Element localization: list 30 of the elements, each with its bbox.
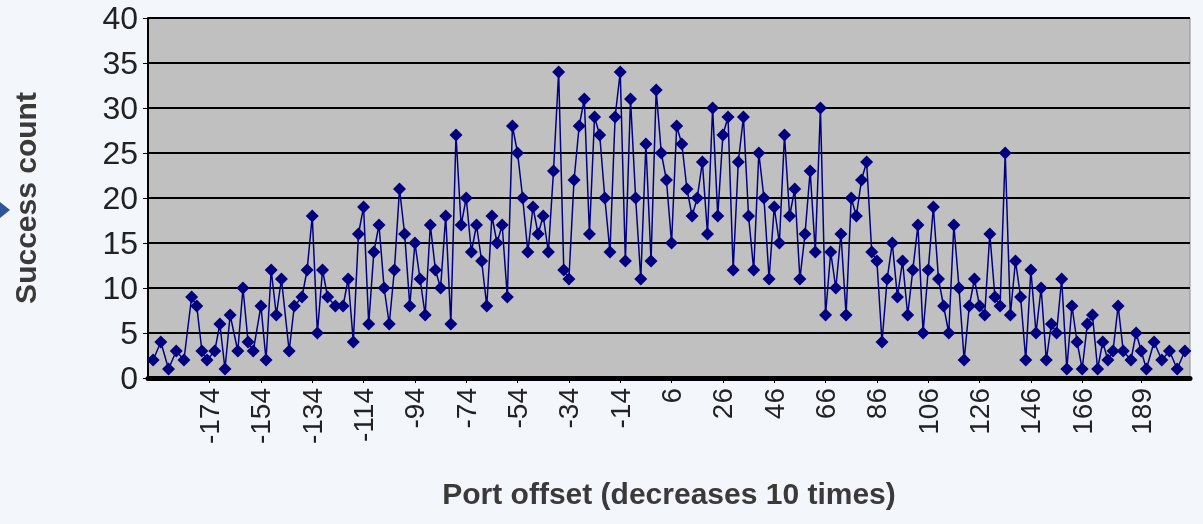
- x-tick-label: 189: [1125, 388, 1157, 435]
- y-tick-label: 25: [102, 135, 138, 171]
- x-tick-label: -174: [194, 388, 226, 445]
- x-axis-title: Port offset (decreases 10 times): [442, 476, 896, 510]
- x-tick-label: 86: [861, 388, 893, 420]
- x-tick-label: -54: [502, 388, 534, 429]
- x-tick-label: -94: [399, 388, 431, 429]
- y-tick-label: 5: [120, 315, 138, 351]
- x-tick-label: 106: [912, 388, 944, 435]
- x-tick-label: -34: [553, 388, 585, 429]
- x-tick-label: 146: [1015, 388, 1047, 435]
- x-tick-label: -14: [604, 388, 636, 429]
- x-tick-label: 26: [707, 388, 739, 420]
- x-tick-label: 46: [758, 388, 790, 420]
- x-tick-label: -154: [245, 388, 277, 445]
- y-tick-label: 35: [102, 45, 138, 81]
- y-axis-title: Success count: [8, 92, 42, 304]
- y-tick-label: 15: [102, 225, 138, 261]
- x-tick-label: -134: [296, 388, 328, 445]
- y-tick-label: 10: [102, 270, 138, 306]
- y-tick-label: 0: [120, 360, 138, 396]
- y-tick-label: 40: [102, 0, 138, 36]
- x-tick-label: 66: [810, 388, 842, 420]
- x-tick-label: -114: [348, 388, 380, 442]
- x-tick-label: 126: [964, 388, 996, 435]
- x-tick-label: 166: [1066, 388, 1098, 435]
- y-tick-label: 30: [102, 90, 138, 126]
- y-tick-label: 20: [102, 180, 138, 216]
- x-tick-label: 6: [656, 388, 688, 404]
- x-tick-label: -74: [450, 388, 482, 429]
